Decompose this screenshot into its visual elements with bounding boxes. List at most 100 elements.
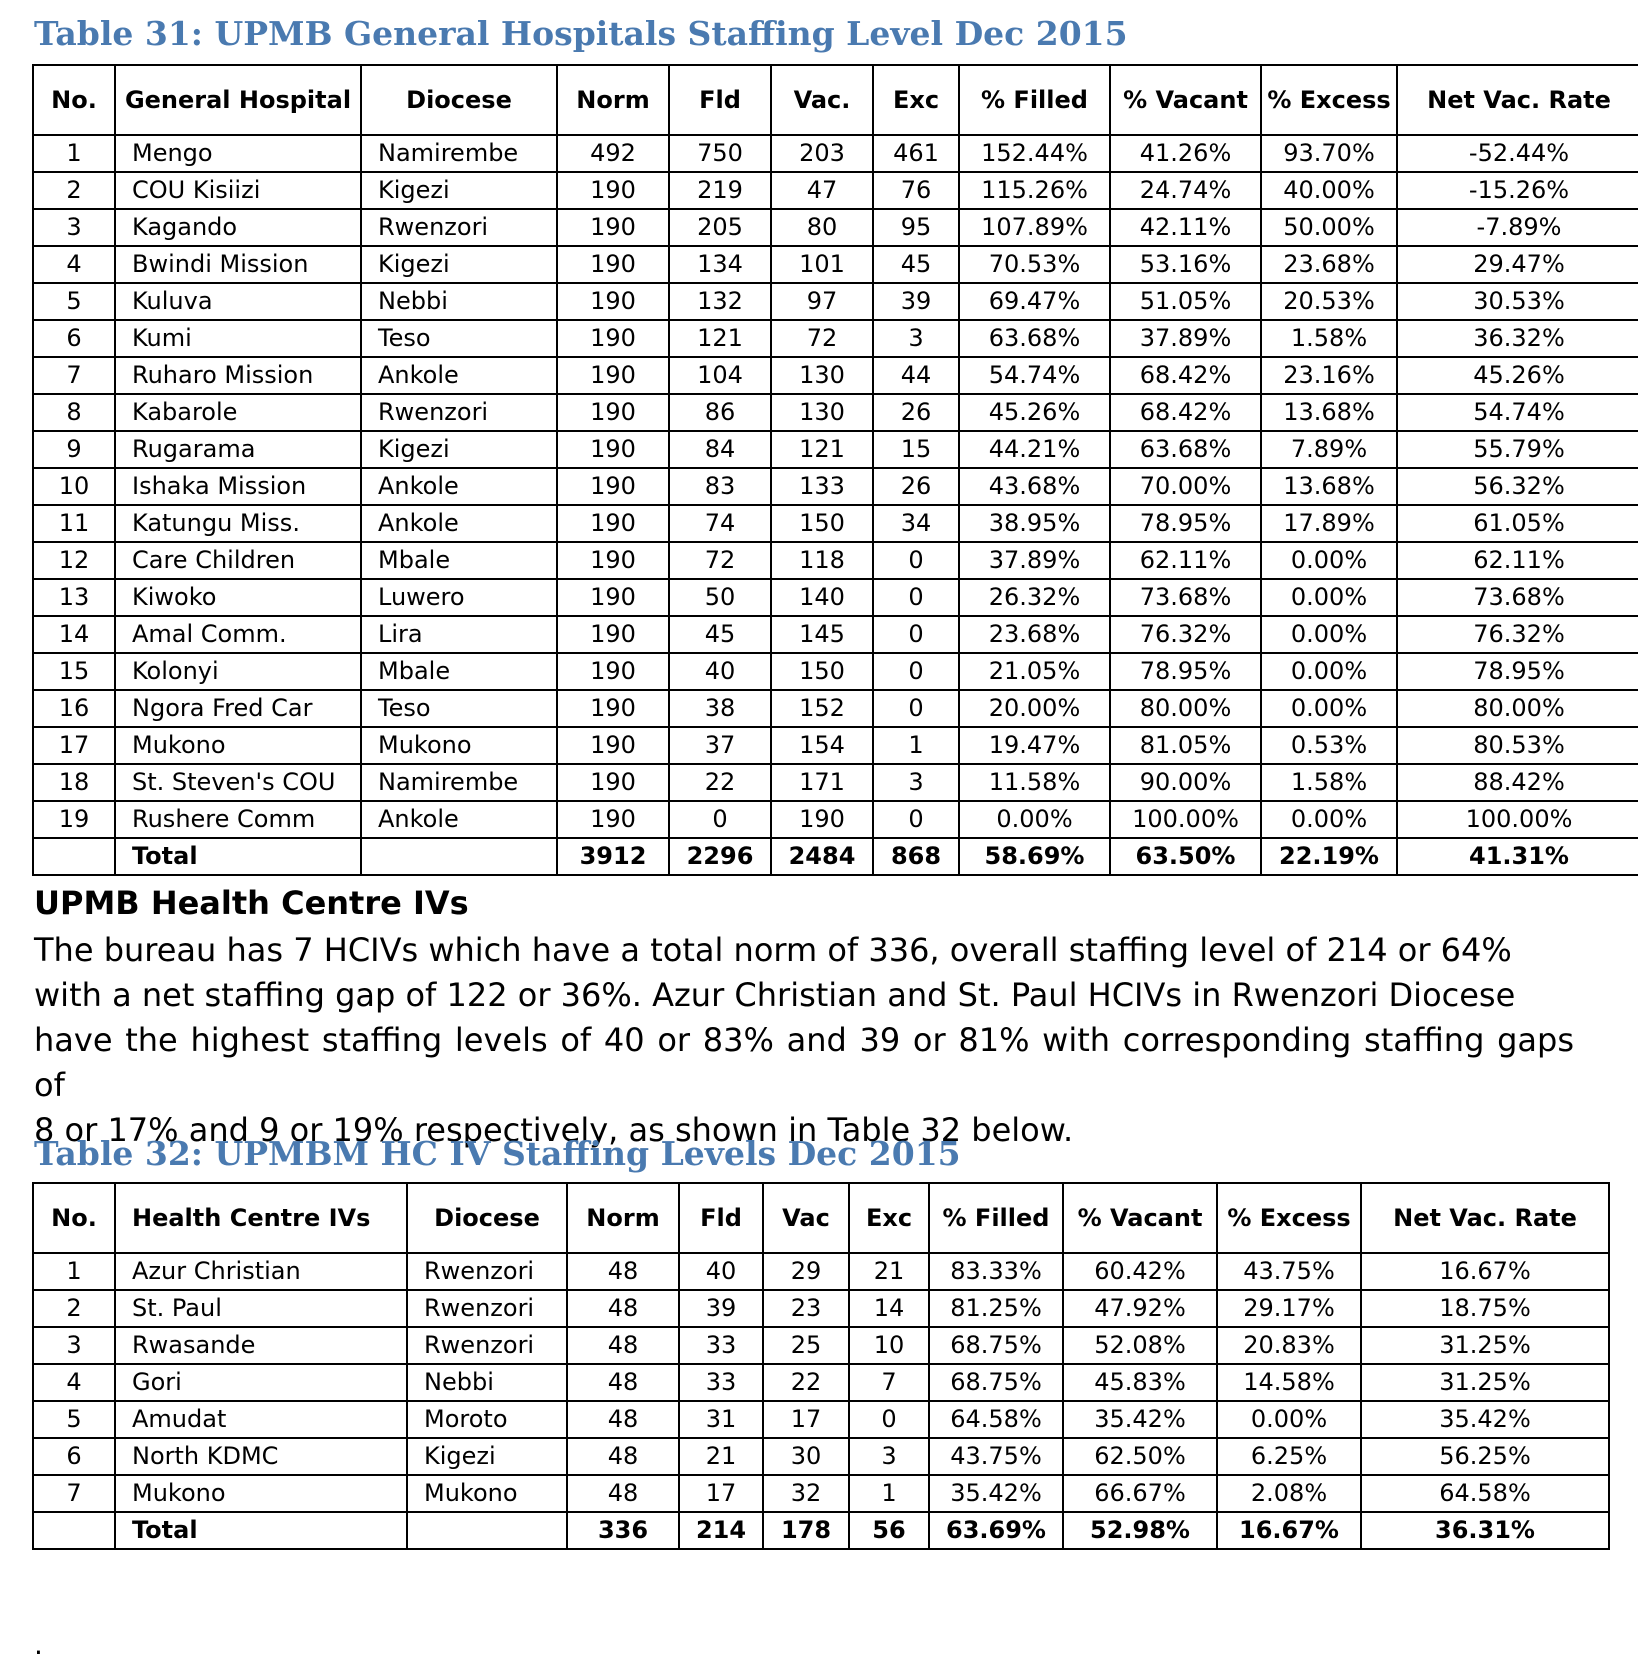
table-cell: 107.89% <box>958 208 1111 247</box>
table-cell: 868 <box>872 837 960 876</box>
table-cell: 13.68% <box>1260 467 1398 506</box>
table-cell: 78.95% <box>1396 652 1638 691</box>
table-cell: Gori <box>114 1363 408 1402</box>
column-header: General Hospital <box>114 64 362 136</box>
table-cell: 154 <box>770 726 874 765</box>
table-cell: Mbale <box>360 541 558 580</box>
table-row: 10 Ishaka Mission Ankole 190 83 133 26 43.68% 70… <box>32 467 1638 506</box>
column-header: % Filled <box>958 64 1111 136</box>
table-cell: 41.26% <box>1109 134 1262 173</box>
table-cell: 101 <box>770 245 874 284</box>
table-row: 13 Kiwoko Luwero 190 50 140 0 26.32% 73.68% 0.00%… <box>32 578 1638 617</box>
table-row: 5 Amudat Moroto 48 31 17 0 64.58% 35.42% 0.00% 35.… <box>32 1400 1610 1439</box>
table-cell: 190 <box>556 245 670 284</box>
table-cell: -7.89% <box>1396 208 1638 247</box>
table-cell: 7 <box>848 1363 930 1402</box>
table-cell: 64.58% <box>1360 1474 1610 1513</box>
table-cell: 63.68% <box>1109 430 1262 469</box>
table-cell: 18.75% <box>1360 1289 1610 1328</box>
table-cell: 16.67% <box>1360 1252 1610 1291</box>
table-cell: 44 <box>872 356 960 395</box>
table-cell: 1.58% <box>1260 763 1398 802</box>
table-cell: 132 <box>668 282 772 321</box>
table-cell: 23 <box>762 1289 850 1328</box>
column-header: Fld <box>678 1182 764 1254</box>
table-cell: 190 <box>556 726 670 765</box>
table-cell: 40 <box>668 652 772 691</box>
table-cell: 37.89% <box>958 541 1111 580</box>
table-cell: Mukono <box>360 726 558 765</box>
table-cell: 19.47% <box>958 726 1111 765</box>
table-row: 3 Kagando Rwenzori 190 205 80 95 107.89% 42.11% 5… <box>32 208 1638 247</box>
table-cell: 121 <box>668 319 772 358</box>
table-cell: 0.00% <box>1260 800 1398 839</box>
paragraph-line: The bureau has 7 HCIVs which have a tota… <box>34 931 1512 969</box>
table-cell: Teso <box>360 689 558 728</box>
table-cell: 190 <box>556 504 670 543</box>
table-cell: 152 <box>770 689 874 728</box>
column-header: Norm <box>566 1182 680 1254</box>
table-cell: 48 <box>566 1252 680 1291</box>
table-cell: 2296 <box>668 837 772 876</box>
table-cell: 0.00% <box>1260 689 1398 728</box>
column-header: Vac. <box>770 64 874 136</box>
table-cell: 16.67% <box>1216 1511 1362 1550</box>
table-cell: 190 <box>556 578 670 617</box>
table-cell: 56.32% <box>1396 467 1638 506</box>
table-cell: 63.68% <box>958 319 1111 358</box>
table-cell: 171 <box>770 763 874 802</box>
table-cell: 203 <box>770 134 874 173</box>
table-cell: 1 <box>872 726 960 765</box>
column-header: % Vacant <box>1062 1182 1218 1254</box>
table-cell <box>360 837 558 876</box>
table-cell: 13.68% <box>1260 393 1398 432</box>
table-cell: 25 <box>762 1326 850 1365</box>
table-cell: 73.68% <box>1109 578 1262 617</box>
table-cell: 0.00% <box>1260 615 1398 654</box>
table-cell <box>406 1511 568 1550</box>
table-cell: 4 <box>32 1363 116 1402</box>
table-cell: 190 <box>556 467 670 506</box>
table-cell: Care Children <box>114 541 362 580</box>
table-cell: 54.74% <box>1396 393 1638 432</box>
table-cell: 6.25% <box>1216 1437 1362 1476</box>
table-cell: 70.00% <box>1109 467 1262 506</box>
table-cell: 29 <box>762 1252 850 1291</box>
table-31-caption: Table 31: UPMB General Hospitals Staffin… <box>34 14 1128 53</box>
table-cell: 2.08% <box>1216 1474 1362 1513</box>
table-cell: 43.68% <box>958 467 1111 506</box>
table-cell: Katungu Miss. <box>114 504 362 543</box>
table-cell: 20.53% <box>1260 282 1398 321</box>
table-cell: 42.11% <box>1109 208 1262 247</box>
table-cell: 20.83% <box>1216 1326 1362 1365</box>
table-cell: Mukono <box>406 1474 568 1513</box>
table-cell: 62.50% <box>1062 1437 1218 1476</box>
table-cell: 48 <box>566 1326 680 1365</box>
table-cell: 48 <box>566 1437 680 1476</box>
table-cell: 0.00% <box>1260 578 1398 617</box>
paragraph-line: 8 or 17% and 9 or 19% respectively, as s… <box>34 1111 1074 1149</box>
table-cell: 4 <box>32 245 116 284</box>
table-cell: 2 <box>32 171 116 210</box>
table-cell: Luwero <box>360 578 558 617</box>
table-cell: Rwenzori <box>406 1252 568 1291</box>
table-cell: 52.98% <box>1062 1511 1218 1550</box>
table-cell: 0.00% <box>1260 541 1398 580</box>
table-cell: 48 <box>566 1289 680 1328</box>
table-cell: Ruharo Mission <box>114 356 362 395</box>
table-cell: St. Paul <box>114 1289 408 1328</box>
table-cell: 100.00% <box>1396 800 1638 839</box>
table-cell: 26 <box>872 393 960 432</box>
table-cell: 492 <box>556 134 670 173</box>
total-row: Total 336 214 178 56 63.69% 52.98% 16.67% 36.31% <box>32 1511 1610 1550</box>
table-cell: 190 <box>556 689 670 728</box>
table-cell: 190 <box>556 356 670 395</box>
table-cell: 29.47% <box>1396 245 1638 284</box>
table-cell: Nebbi <box>406 1363 568 1402</box>
table-cell: 133 <box>770 467 874 506</box>
table-row: 6 North KDMC Kigezi 48 21 30 3 43.75% 62.50% 6.25… <box>32 1437 1610 1476</box>
table-cell: 56.25% <box>1360 1437 1610 1476</box>
table-cell: 1 <box>32 1252 116 1291</box>
table-cell: 19 <box>32 800 116 839</box>
paragraph-line: with a net staffing gap of 122 or 36%. A… <box>34 976 1516 1014</box>
